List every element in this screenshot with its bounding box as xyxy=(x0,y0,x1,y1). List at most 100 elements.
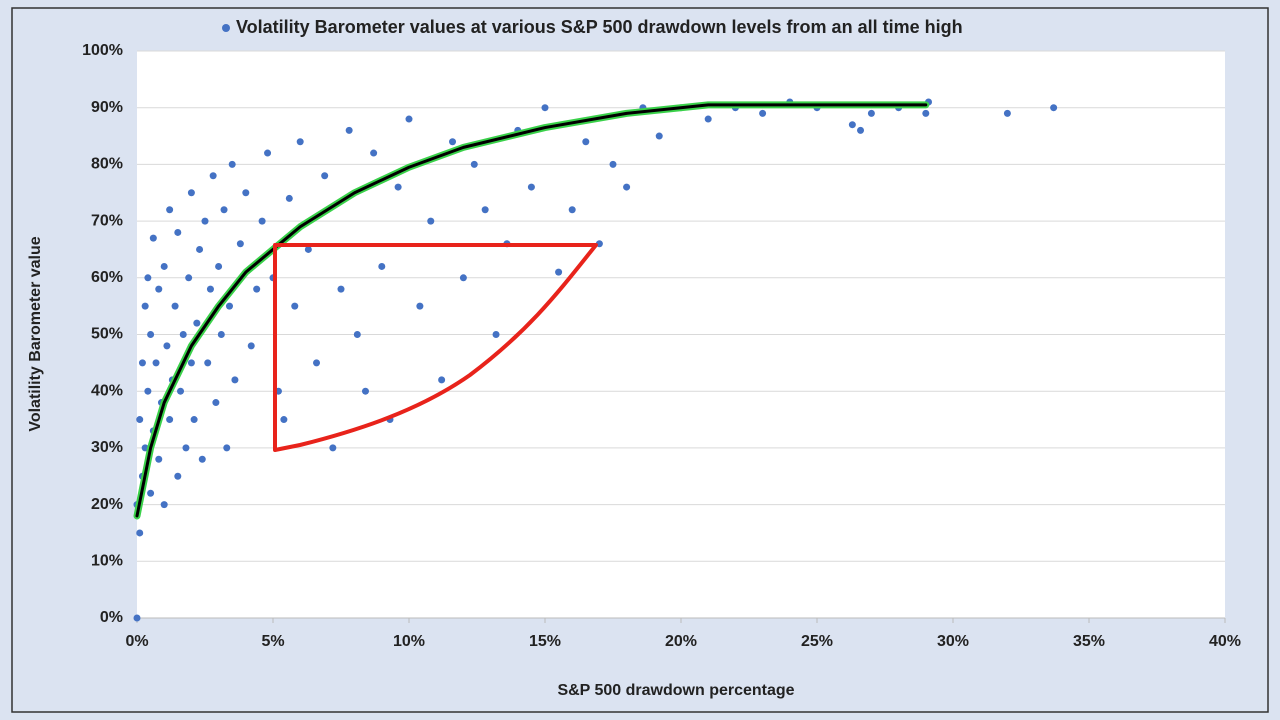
x-tick-label: 0% xyxy=(125,633,148,650)
y-tick-label: 70% xyxy=(91,212,123,229)
point xyxy=(212,399,220,407)
point xyxy=(291,302,299,310)
x-tick-label: 15% xyxy=(529,633,561,650)
point xyxy=(198,455,206,463)
y-tick-label: 40% xyxy=(91,382,123,399)
point xyxy=(174,228,182,236)
point xyxy=(541,104,549,112)
point xyxy=(163,342,171,350)
point xyxy=(193,319,201,327)
y-tick-label: 90% xyxy=(91,99,123,116)
point xyxy=(329,444,337,452)
point xyxy=(187,189,195,197)
point xyxy=(166,206,174,214)
point xyxy=(152,359,160,367)
point xyxy=(857,126,865,134)
point xyxy=(217,331,225,338)
point xyxy=(160,501,168,509)
x-tick-label: 5% xyxy=(261,633,284,650)
point xyxy=(231,376,239,384)
point xyxy=(177,387,185,395)
y-axis-label: Volatility Barometer value xyxy=(27,236,44,431)
point xyxy=(220,206,228,214)
point xyxy=(236,240,244,248)
point xyxy=(337,285,345,293)
point xyxy=(361,387,369,395)
point xyxy=(138,359,146,367)
point xyxy=(394,183,402,191)
point xyxy=(228,160,236,168)
point xyxy=(285,194,293,202)
point xyxy=(438,376,446,384)
point xyxy=(370,149,378,157)
point xyxy=(206,285,214,293)
x-axis-label: S&P 500 drawdown percentage xyxy=(557,682,794,699)
point xyxy=(304,245,312,253)
point xyxy=(405,115,413,123)
point xyxy=(280,416,288,424)
point xyxy=(182,444,190,452)
point xyxy=(201,217,209,225)
point xyxy=(1050,104,1058,112)
x-tick-label: 30% xyxy=(937,633,969,650)
point xyxy=(527,183,535,191)
y-tick-label: 20% xyxy=(91,496,123,513)
point xyxy=(155,285,163,293)
point xyxy=(848,121,856,129)
point xyxy=(196,245,204,253)
point xyxy=(149,234,157,242)
x-tick-label: 20% xyxy=(665,633,697,650)
point xyxy=(155,455,163,463)
point xyxy=(209,172,217,180)
trendline xyxy=(135,103,928,518)
point xyxy=(427,217,435,225)
y-tick-label: 60% xyxy=(91,269,123,286)
y-tick-label: 100% xyxy=(82,42,123,59)
y-tick-label: 80% xyxy=(91,156,123,173)
point xyxy=(242,189,250,197)
point xyxy=(922,109,930,117)
point xyxy=(160,262,168,270)
point xyxy=(470,160,478,168)
point xyxy=(225,302,233,310)
point xyxy=(166,416,174,424)
point xyxy=(655,132,663,140)
point xyxy=(459,274,467,282)
point xyxy=(449,138,457,146)
point xyxy=(215,262,223,270)
point xyxy=(704,115,712,123)
point xyxy=(136,529,144,537)
point xyxy=(1003,109,1011,117)
point xyxy=(147,489,155,497)
point xyxy=(223,444,231,452)
point xyxy=(136,416,144,424)
y-tick-label: 0% xyxy=(100,609,123,626)
point xyxy=(174,472,182,480)
highlight-region xyxy=(273,243,598,452)
point xyxy=(492,331,500,338)
point xyxy=(253,285,261,293)
point xyxy=(185,274,193,282)
point xyxy=(353,331,361,338)
y-tick-label: 10% xyxy=(91,553,123,570)
x-tick-label: 40% xyxy=(1209,633,1241,650)
point xyxy=(296,138,304,146)
point xyxy=(582,138,590,146)
point xyxy=(264,149,272,157)
legend-marker xyxy=(222,24,230,32)
point xyxy=(144,387,152,395)
point xyxy=(179,331,187,338)
point xyxy=(187,359,195,367)
x-tick-label: 25% xyxy=(801,633,833,650)
point xyxy=(609,160,617,168)
point xyxy=(867,109,875,117)
point xyxy=(147,331,155,338)
point xyxy=(204,359,212,367)
point xyxy=(555,268,563,276)
point xyxy=(345,126,353,134)
point xyxy=(568,206,576,214)
point xyxy=(247,342,255,350)
point xyxy=(190,416,198,424)
